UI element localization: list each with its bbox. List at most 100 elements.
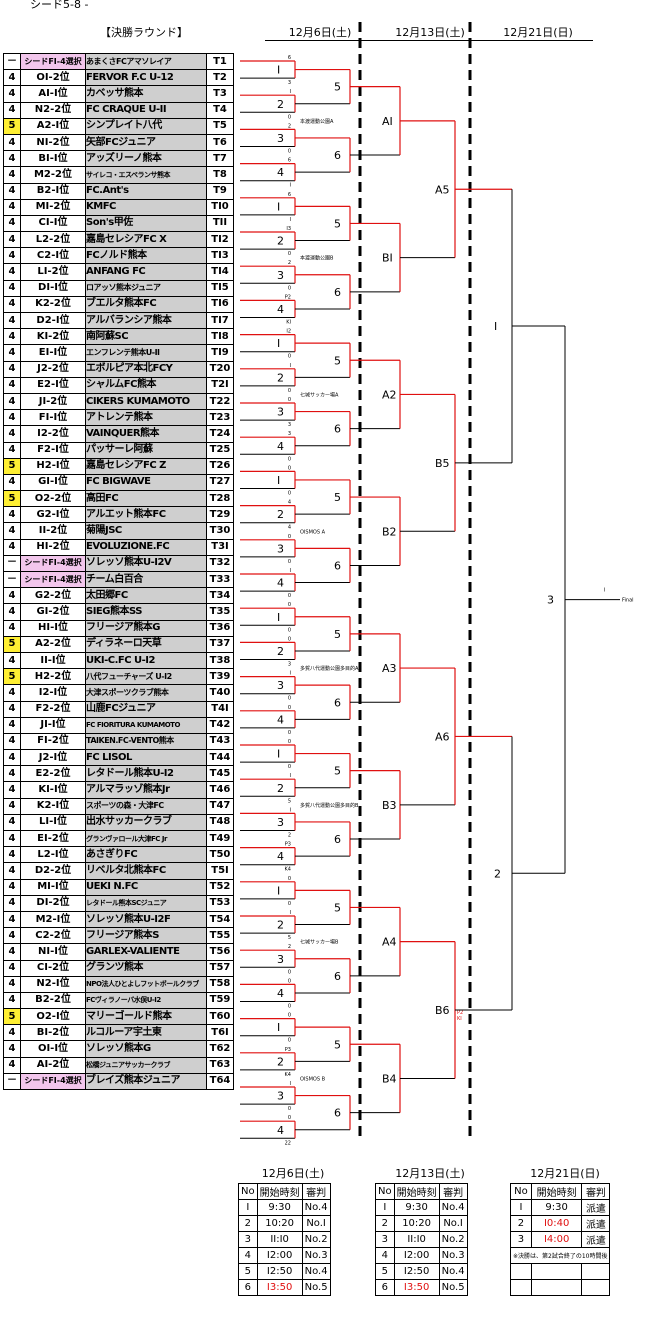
score-label: 6 [288, 192, 291, 198]
team-name: 菊陽JSC [85, 522, 207, 540]
schedule-cell: No.5 [438, 1279, 468, 1296]
score-label: 0 [288, 1004, 291, 1010]
score-label: 0 [288, 465, 291, 471]
date-header-2: 12月13日(土) [375, 24, 485, 41]
match-number: 2 [277, 508, 284, 521]
team-points: 5 [3, 635, 21, 653]
round-title: 【決勝ラウンド】 [100, 26, 188, 39]
team-row: 4 N2-I位 NPO法人ひとよしフットボールクラブ T58 [3, 975, 234, 993]
team-points: 5 [3, 490, 21, 508]
schedule-cell: 4 [375, 1247, 395, 1264]
round3-label: B5 [435, 457, 450, 470]
schedule-table: No 開始時刻 審判 I 9:30 派遣 2 I0:40 派遣 3 I4:00 派遣 ※決勝は、第2試合… [509, 1183, 611, 1296]
score-label: 0 [288, 1106, 291, 1112]
schedule-row: 2 I0:40 派遣 [510, 1215, 611, 1232]
match-number: 5 [334, 81, 341, 94]
schedule-cell: I [510, 1199, 532, 1216]
schedule-cell: I [238, 1199, 258, 1216]
team-row: 4 C2-2位 フリージア熊本S T55 [3, 927, 234, 945]
team-name: 八代フューチャーズ U-I2 [85, 668, 207, 686]
team-row: －シードFI-4選択 ブレイズ熊本ジュニア T64 [3, 1072, 234, 1091]
score-label: P3 [285, 1047, 291, 1053]
match-number: I [277, 1021, 280, 1034]
score-label: 0 [288, 696, 291, 702]
schedule-header: 審判 [438, 1183, 468, 1200]
schedule-cell: No.4 [438, 1263, 468, 1280]
schedule-cell: No.I [301, 1215, 331, 1232]
schedule-note: ※決勝は、第2試合終了の10時間後 [509, 1247, 611, 1264]
score-label: I [290, 217, 291, 223]
team-name: 出水サッカークラブ [85, 813, 207, 832]
team-row: 4 B2-2位 FCヴィラノーバ水俣U-I2 T59 [3, 991, 234, 1010]
score-label: 0 [288, 764, 291, 770]
team-name: カベッサ熊本 [85, 85, 207, 103]
schedule-row: I 9:30 No.4 [238, 1199, 331, 1216]
team-code: T30 [206, 522, 234, 540]
team-row: 4 AI-2位 松橋ジュニアサッカークラブ T63 [3, 1056, 234, 1074]
team-name: フリージア熊本G [85, 619, 207, 637]
team-row: 4 II-I位 UKI-C.FC U-I2 T38 [3, 651, 234, 670]
schedule-cell: No.2 [438, 1231, 468, 1248]
team-name: 嘉島セレシアFC Z [85, 457, 207, 475]
round2-label: B4 [382, 1072, 397, 1085]
match-number: 3 [277, 953, 284, 966]
match-number: 6 [334, 423, 341, 436]
round3-label: B6 [435, 1004, 450, 1017]
schedule-cell: 2 [375, 1215, 395, 1232]
schedule-cell: No.I [438, 1215, 468, 1232]
match-number: I [277, 474, 280, 487]
score-label: 0 [288, 388, 291, 394]
score-label: I [290, 89, 291, 95]
score-label: 0 [288, 978, 291, 984]
schedule-cell: I [375, 1199, 395, 1216]
schedule-header: 開始時刻 [256, 1183, 303, 1200]
team-row: 4 AI-I位 カベッサ熊本 T3 [3, 85, 234, 103]
schedule-cell: 派遣 [581, 1215, 611, 1232]
round3-label: A6 [435, 730, 450, 743]
team-row: 5 H2-2位 八代フューチャーズ U-I2 T39 [3, 668, 234, 686]
score-label: 0 [288, 627, 291, 633]
final-word: Final [622, 598, 634, 604]
schedule-cell: II:I0 [256, 1231, 303, 1248]
match-number: 3 [277, 269, 284, 282]
team-row: 4 J2-2位 エボルピア本北FCY T20 [3, 360, 234, 378]
schedule-header: 開始時刻 [530, 1183, 583, 1200]
score-label: 0 [288, 636, 291, 642]
team-name: ソレッソ熊本U-I2F [85, 910, 207, 929]
team-row: 4 HI-I位 フリージア熊本G T36 [3, 619, 234, 637]
team-code: T38 [206, 651, 234, 670]
match-number: 5 [334, 765, 341, 778]
team-row: 4 F2-I位 パッサーレ阿蘇 T25 [3, 441, 234, 459]
score-label: 0 [288, 251, 291, 257]
score-label: I2 [286, 329, 291, 335]
team-row: 5 H2-I位 嘉島セレシアFC Z T26 [3, 457, 234, 475]
schedule-cell: No.5 [301, 1279, 331, 1296]
score-label: K4 [285, 1072, 291, 1078]
team-code: T43 [206, 732, 234, 751]
round2-label: A3 [382, 662, 397, 675]
match-number: 6 [334, 149, 341, 162]
schedule-cell: 9:30 [393, 1199, 440, 1216]
score-label: P2 [285, 294, 291, 300]
team-name: ソレッソ熊本G [85, 1040, 207, 1058]
team-row: 4 D2-2位 リベルタ北熊本FC T5I [3, 862, 234, 880]
schedule-row: 2 10:20 No.I [375, 1215, 468, 1232]
team-name: GARLEX-VALIENTE [85, 943, 207, 961]
schedule-cell: 6 [375, 1279, 395, 1296]
schedule-cell: I3:50 [393, 1279, 440, 1296]
team-row: 4 C2-I位 FCノルド熊本 TI3 [3, 247, 234, 265]
schedule-cell: 5 [375, 1263, 395, 1280]
team-name: 南阿蘇SC [85, 328, 207, 346]
match-number: 5 [334, 1038, 341, 1051]
team-row: 4 M2-2位 サイレコ・エスペランサ熊本 T8 [3, 166, 234, 184]
match-number: I [277, 337, 280, 350]
schedule-row: 6 I3:50 No.5 [375, 1279, 468, 1296]
schedule-cell: 派遣 [581, 1199, 611, 1216]
round2-label: BI [382, 252, 393, 265]
team-code: T20 [206, 360, 234, 378]
score-label: 3 [288, 431, 291, 437]
team-code: T39 [206, 668, 234, 686]
match-number: 6 [334, 833, 341, 846]
score-label: 0 [288, 285, 291, 291]
team-row: 4 J2-I位 FC LISOL T44 [3, 749, 234, 767]
